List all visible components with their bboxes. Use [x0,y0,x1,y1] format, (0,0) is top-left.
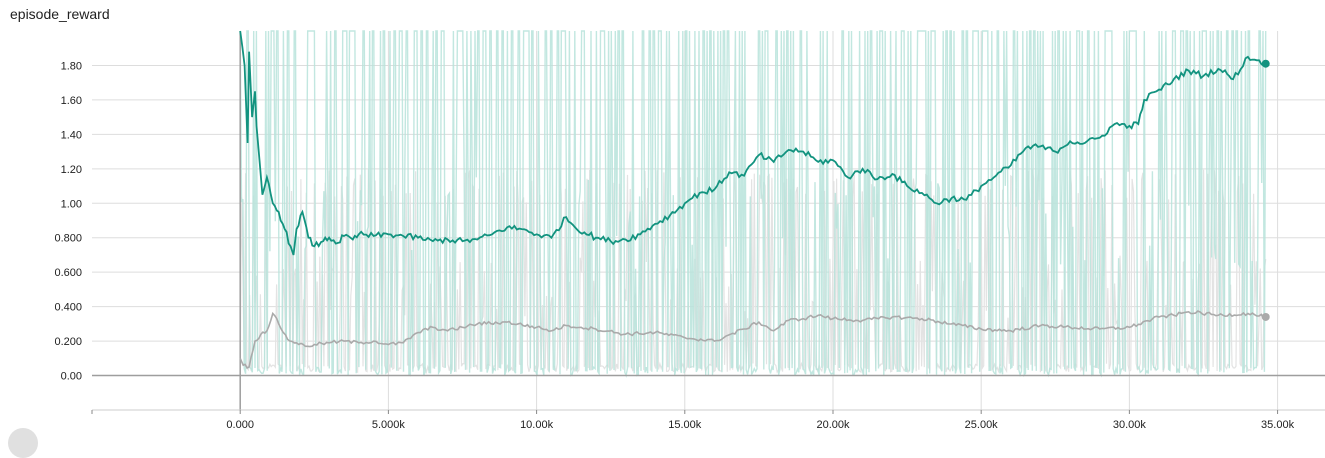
y-tick-label-0: 0.00 [61,371,82,383]
x-tick-label-0: 0.000 [226,419,254,431]
y-tick-label-5: 1.00 [61,198,82,210]
x-tick-label-3: 15.00k [668,419,702,431]
x-tick-label-1: 5.000k [372,419,406,431]
line-chart: 0.000 5.000k 10.00k 15.00k 20.00k 25.00k 30.00… [54,30,1325,431]
x-tick-label-4: 20.00k [816,419,850,431]
smoothed-series [239,30,1270,369]
y-tick-labels: 0.00 0.200 0.400 0.600 0.800 1.00 1.20 1.40 1.60… [54,60,82,382]
smoothed-line-1 [239,310,1267,369]
y-tick-label-7: 1.40 [61,129,82,141]
x-tick-label-7: 35.00k [1261,419,1295,431]
teal-raw-line [239,30,1267,378]
series-end-marker-1 [1261,312,1270,321]
chart-title: episode_reward [10,6,110,22]
series-end-marker-0 [1261,59,1270,68]
expand-button[interactable] [8,428,38,458]
x-tick-labels: 0.000 5.000k 10.00k 15.00k 20.00k 25.00k 30.00… [226,419,1294,431]
y-tick-label-9: 1.80 [61,60,82,72]
y-tick-label-1: 0.200 [54,336,82,348]
y-tick-label-2: 0.400 [54,302,82,314]
axes [91,31,1325,414]
smoothed-line-0 [239,30,1267,256]
y-tick-label-3: 0.600 [54,267,82,279]
x-tick-label-6: 30.00k [1113,419,1147,431]
y-tick-label-4: 0.800 [54,233,82,245]
x-tick-label-2: 10.00k [520,419,554,431]
x-tick-label-5: 25.00k [965,419,999,431]
teal-raw-series [239,30,1267,378]
y-tick-label-8: 1.60 [61,95,82,107]
y-tick-label-6: 1.20 [61,164,82,176]
